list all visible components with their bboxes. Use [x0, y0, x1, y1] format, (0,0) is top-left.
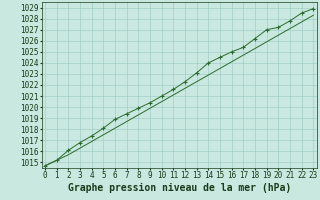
X-axis label: Graphe pression niveau de la mer (hPa): Graphe pression niveau de la mer (hPa)	[68, 183, 291, 193]
